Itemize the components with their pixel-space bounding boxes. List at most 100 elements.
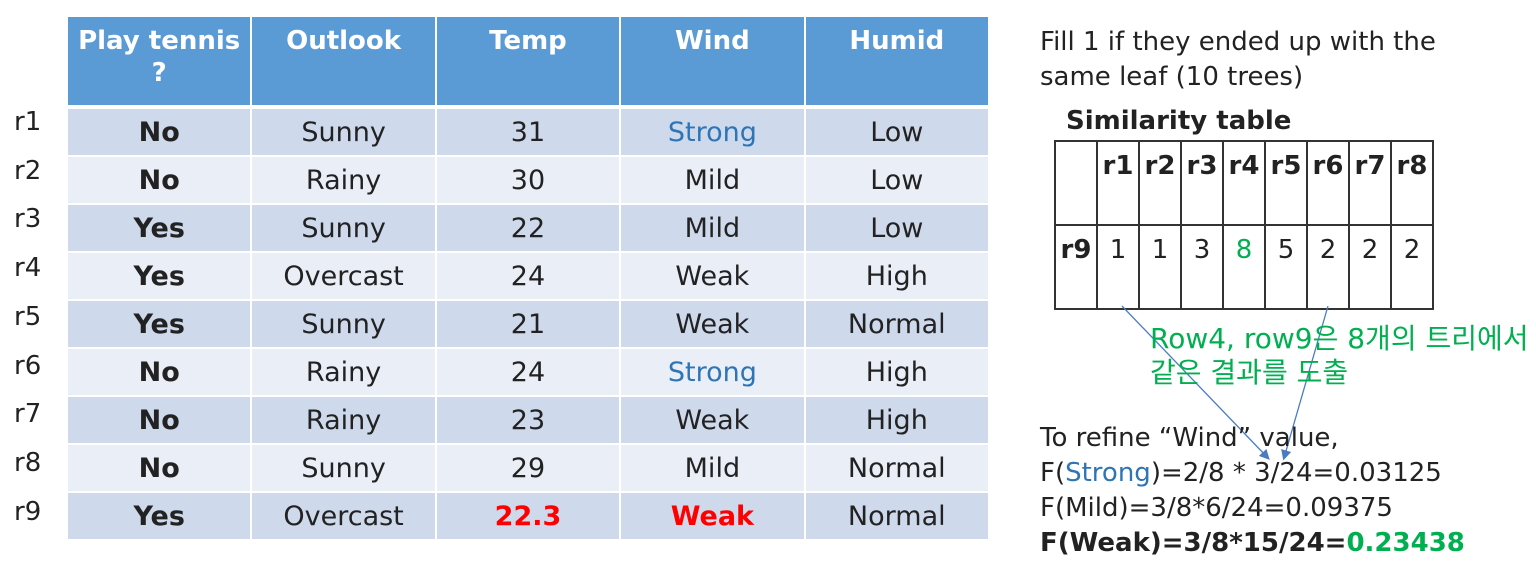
column-header: Outlook bbox=[252, 17, 437, 109]
table-cell: High bbox=[805, 397, 990, 445]
table-cell: 30 bbox=[436, 157, 622, 205]
table-cell: 22.3 bbox=[436, 493, 622, 541]
table-cell: No bbox=[68, 445, 253, 493]
corner-cell bbox=[1054, 140, 1098, 226]
table-row: Yes Sunny 21 Weak Normal bbox=[68, 301, 990, 349]
table-cell: 21 bbox=[436, 301, 622, 349]
row-label: r6 bbox=[14, 350, 42, 381]
column-header: Wind bbox=[621, 17, 806, 109]
table-cell: Rainy bbox=[252, 157, 437, 205]
row-label: r1 bbox=[14, 107, 42, 137]
header-row: r1 r2 r3 r4 r5 r6 r7 r8 bbox=[1054, 140, 1434, 226]
column-header: r4 bbox=[1222, 140, 1266, 226]
table-cell: 31 bbox=[436, 109, 622, 157]
table-cell: Weak bbox=[621, 253, 806, 301]
table-cell: High bbox=[805, 349, 990, 397]
table-cell: Strong bbox=[621, 349, 806, 397]
data-table: Play tennis ? Outlook Temp Wind Humid No Sunny… bbox=[68, 17, 990, 541]
formula-part: Strong bbox=[1065, 458, 1151, 488]
table-cell: Weak bbox=[621, 301, 806, 349]
column-header: r1 bbox=[1096, 140, 1140, 226]
table-cell: Mild bbox=[621, 205, 806, 253]
table-cell: Mild bbox=[621, 445, 806, 493]
similarity-table: r1 r2 r3 r4 r5 r6 r7 r8 r9 1 1 3 8 5 2 2 2 bbox=[1054, 140, 1434, 310]
table-cell: No bbox=[68, 109, 253, 157]
table-cell: Weak bbox=[621, 397, 806, 445]
table-cell: High bbox=[805, 253, 990, 301]
row-label: r5 bbox=[14, 301, 42, 332]
similarity-title: Similarity table bbox=[1066, 106, 1292, 136]
arrow bbox=[1281, 305, 1329, 461]
table-cell: Sunny bbox=[252, 301, 437, 349]
table-row: No Rainy 23 Weak High bbox=[68, 397, 990, 445]
table-cell: Low bbox=[805, 109, 990, 157]
table-cell: 29 bbox=[436, 445, 622, 493]
cell: 3 bbox=[1180, 224, 1224, 310]
table-cell: Overcast bbox=[252, 253, 437, 301]
column-header: r7 bbox=[1348, 140, 1392, 226]
table-row: Yes Overcast 22.3 Weak Normal bbox=[68, 493, 990, 541]
cell: 2 bbox=[1348, 224, 1392, 310]
table-row: Yes Sunny 22 Mild Low bbox=[68, 205, 990, 253]
table-cell: 24 bbox=[436, 349, 622, 397]
column-header: r5 bbox=[1264, 140, 1308, 226]
table-cell: 22 bbox=[436, 205, 622, 253]
cell: 2 bbox=[1306, 224, 1350, 310]
column-header: Temp bbox=[436, 17, 622, 109]
table-row: No Sunny 31 Strong Low bbox=[68, 109, 990, 157]
table-cell: No bbox=[68, 349, 253, 397]
table-cell: Sunny bbox=[252, 205, 437, 253]
table-cell: Sunny bbox=[252, 445, 437, 493]
table-cell: Mild bbox=[621, 157, 806, 205]
table-cell: 23 bbox=[436, 397, 622, 445]
cell: 1 bbox=[1096, 224, 1140, 310]
column-header: r2 bbox=[1138, 140, 1182, 226]
table-cell: Rainy bbox=[252, 397, 437, 445]
formula-part: )=2/8 * 3/24=0.03125 bbox=[1150, 458, 1442, 488]
formula-part: F( bbox=[1040, 458, 1066, 488]
cell: 8 bbox=[1222, 224, 1266, 310]
table-cell: Yes bbox=[68, 205, 253, 253]
row-label: r3 bbox=[14, 204, 42, 235]
formula-intro: To refine “Wind” value, bbox=[1040, 423, 1339, 453]
table-cell: Strong bbox=[621, 109, 806, 157]
arrow bbox=[1121, 305, 1270, 460]
formula-part: 0.23438 bbox=[1346, 528, 1465, 558]
formula-part: F(Mild)=3/8*6/24=0.09375 bbox=[1040, 493, 1393, 523]
row-label: r4 bbox=[14, 253, 42, 284]
annotation: Row4, row9은 8개의 트리에서 같은 결과를 도출 bbox=[1150, 322, 1529, 389]
row-label: r2 bbox=[14, 155, 42, 186]
table-cell: Normal bbox=[805, 301, 990, 349]
formula: F(Weak)=3/8*15/24=0.23438 bbox=[1040, 526, 1465, 561]
table-cell: Rainy bbox=[252, 349, 437, 397]
formula-part: F(Weak)=3/8*15/24= bbox=[1040, 528, 1347, 558]
table-cell: Low bbox=[805, 157, 990, 205]
table-cell: No bbox=[68, 397, 253, 445]
column-header: r8 bbox=[1390, 140, 1434, 226]
formula: F(Mild)=3/8*6/24=0.09375 bbox=[1040, 491, 1465, 526]
table-row: No Sunny 29 Mild Normal bbox=[68, 445, 990, 493]
table-row: No Rainy 30 Mild Low bbox=[68, 157, 990, 205]
column-header: Humid bbox=[805, 17, 990, 109]
formula: F(Strong)=2/8 * 3/24=0.03125 bbox=[1040, 456, 1465, 491]
column-header: r6 bbox=[1306, 140, 1350, 226]
table-cell: Yes bbox=[68, 493, 253, 541]
table-cell: Yes bbox=[68, 301, 253, 349]
table-cell: No bbox=[68, 157, 253, 205]
table-cell: Weak bbox=[621, 493, 806, 541]
note: Fill 1 if they ended up with the same le… bbox=[1040, 27, 1436, 92]
table-row: Yes Overcast 24 Weak High bbox=[68, 253, 990, 301]
column-header: Play tennis ? bbox=[68, 17, 253, 109]
cell: 1 bbox=[1138, 224, 1182, 310]
header-row: Play tennis ? Outlook Temp Wind Humid bbox=[68, 17, 990, 109]
row-label: r9 bbox=[14, 496, 42, 527]
column-header: r3 bbox=[1180, 140, 1224, 226]
table-cell: Normal bbox=[805, 493, 990, 541]
row-label: r7 bbox=[14, 399, 42, 430]
row-label: r9 bbox=[1054, 224, 1098, 310]
table-cell: Low bbox=[805, 205, 990, 253]
cell: 5 bbox=[1264, 224, 1308, 310]
table-cell: Sunny bbox=[252, 109, 437, 157]
